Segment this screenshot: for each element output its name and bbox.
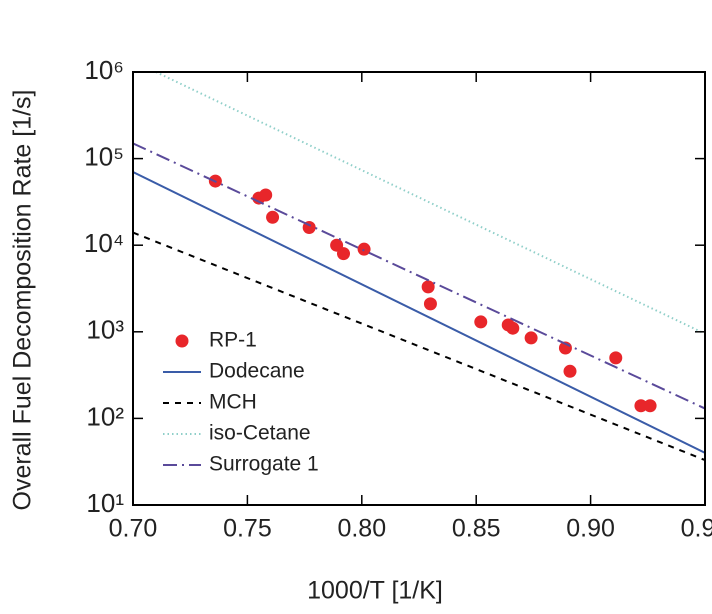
legend-label: MCH: [209, 391, 257, 414]
y-tick-label: 10⁴: [84, 228, 124, 258]
legend-marker: [175, 334, 189, 348]
series-line: [133, 171, 705, 454]
data-point: [336, 247, 350, 261]
plot-area: [133, 72, 705, 462]
series-line: [133, 142, 705, 410]
x-axis-label: 1000/T [1/K]: [307, 577, 443, 605]
x-tick-label: 0.90: [566, 515, 615, 543]
data-point: [506, 321, 520, 335]
data-point: [421, 280, 435, 294]
legend-label: iso-Cetane: [209, 422, 311, 445]
x-tick-label: 0.85: [452, 515, 501, 543]
data-point: [643, 399, 657, 413]
data-point: [474, 315, 488, 329]
x-tick-label: 0.80: [337, 515, 386, 543]
data-point: [259, 188, 273, 202]
data-point: [266, 210, 280, 224]
data-point: [357, 242, 371, 256]
y-tick-label: 10⁶: [84, 55, 124, 85]
legend-label: Surrogate 1: [209, 453, 319, 476]
x-tick-label: 0.70: [109, 515, 158, 543]
y-tick-label: 10¹: [86, 488, 124, 518]
data-point: [524, 331, 538, 345]
y-tick-label: 10³: [86, 315, 124, 345]
data-point: [563, 364, 577, 378]
y-tick-label: 10²: [86, 401, 124, 431]
data-point: [609, 351, 623, 365]
x-tick-label: 0.95: [681, 515, 712, 543]
plot-frame: [132, 71, 706, 506]
x-tick-label: 0.75: [223, 515, 272, 543]
y-axis-label: Overall Fuel Decomposition Rate [1/s]: [9, 89, 37, 510]
series-line: [155, 72, 705, 335]
legend-label: RP-1: [209, 329, 257, 352]
y-tick-label: 10⁵: [84, 141, 124, 171]
legend-label: Dodecane: [209, 360, 305, 383]
data-point: [423, 297, 437, 311]
data-point: [634, 399, 648, 413]
